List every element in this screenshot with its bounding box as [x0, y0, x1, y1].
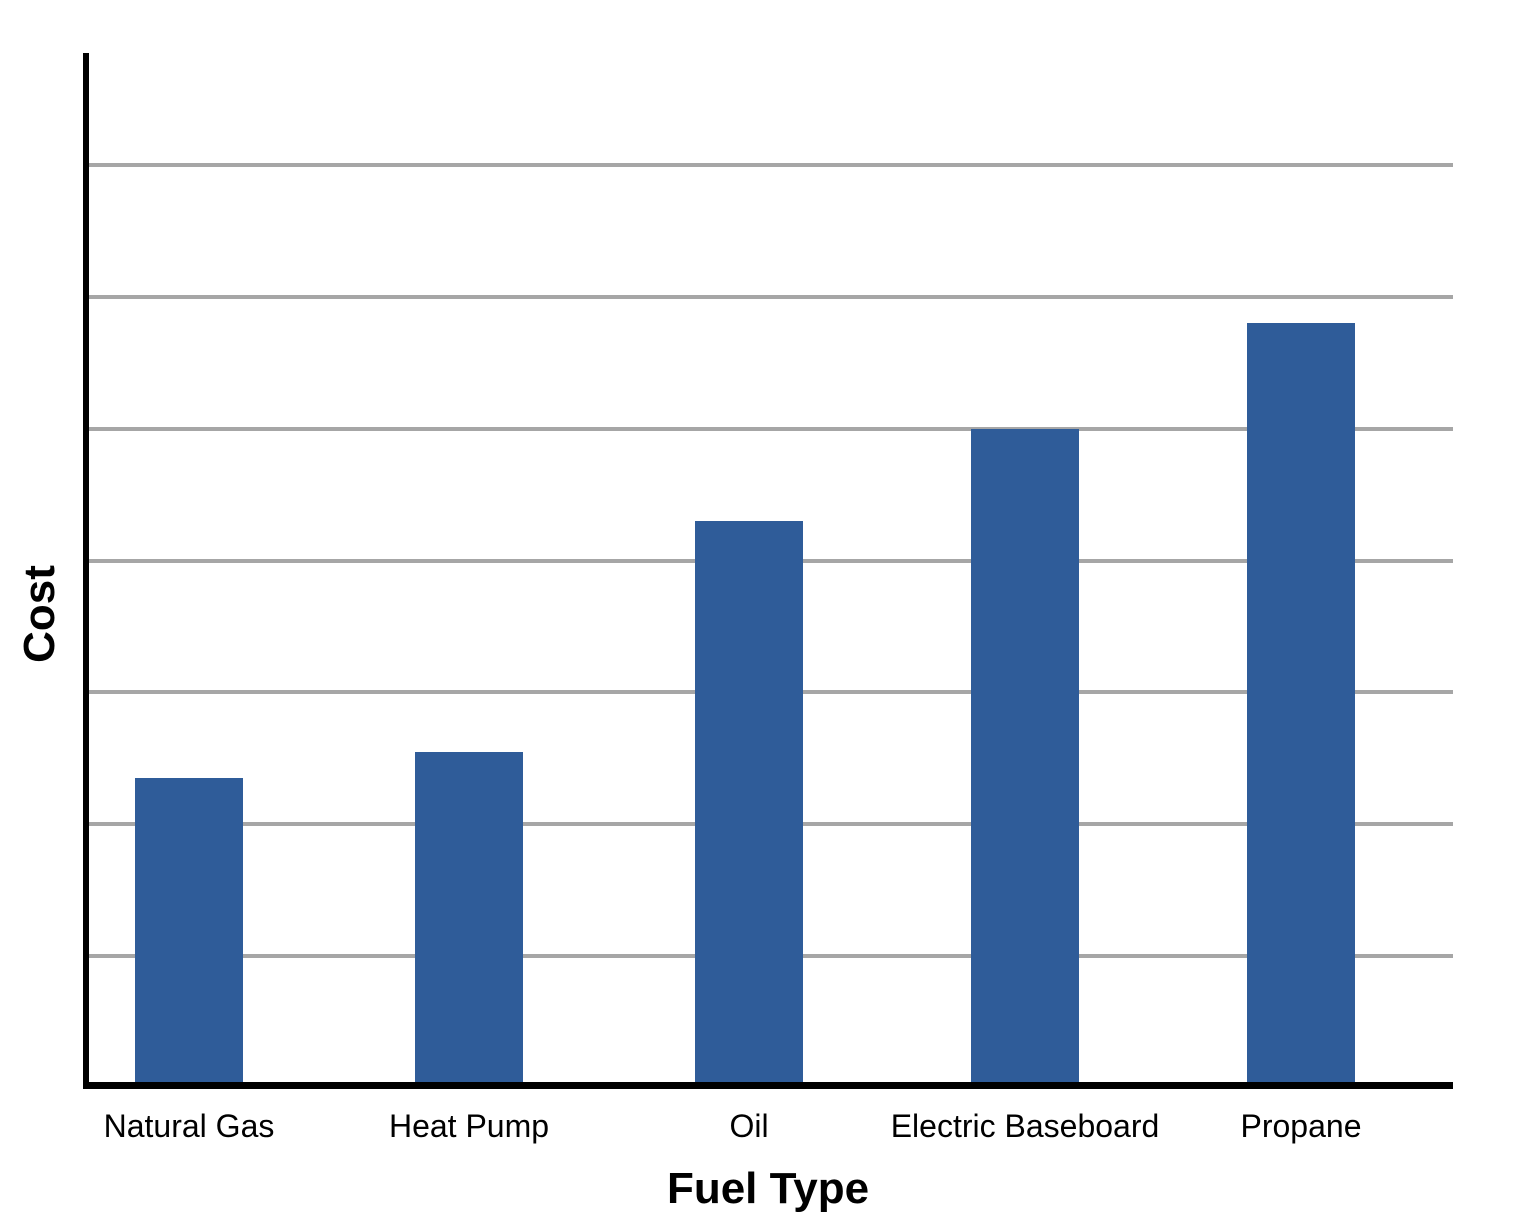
x-tick-label-heat-pump: Heat Pump: [388, 1108, 550, 1144]
x-tick-label-electric-baseboard: Electric Baseboard: [890, 1108, 1160, 1144]
bar-oil: [695, 521, 803, 1088]
bar-natural-gas: [135, 778, 243, 1088]
x-tick-label-propane: Propane: [1240, 1108, 1362, 1144]
bar-heat-pump: [415, 751, 523, 1088]
x-axis-title: Fuel Type: [666, 1164, 870, 1213]
y-axis-title: Cost: [15, 565, 64, 663]
x-tick-label-oil: Oil: [729, 1108, 769, 1144]
gridline: [86, 294, 1453, 299]
bar-propane: [1247, 323, 1355, 1088]
x-tick-label-natural-gas: Natural Gas: [103, 1108, 275, 1144]
x-axis-line: [83, 1082, 1453, 1089]
gridline: [86, 426, 1453, 431]
bar-electric-baseboard: [971, 428, 1079, 1088]
gridline: [86, 163, 1453, 168]
y-axis-line: [83, 53, 89, 1089]
